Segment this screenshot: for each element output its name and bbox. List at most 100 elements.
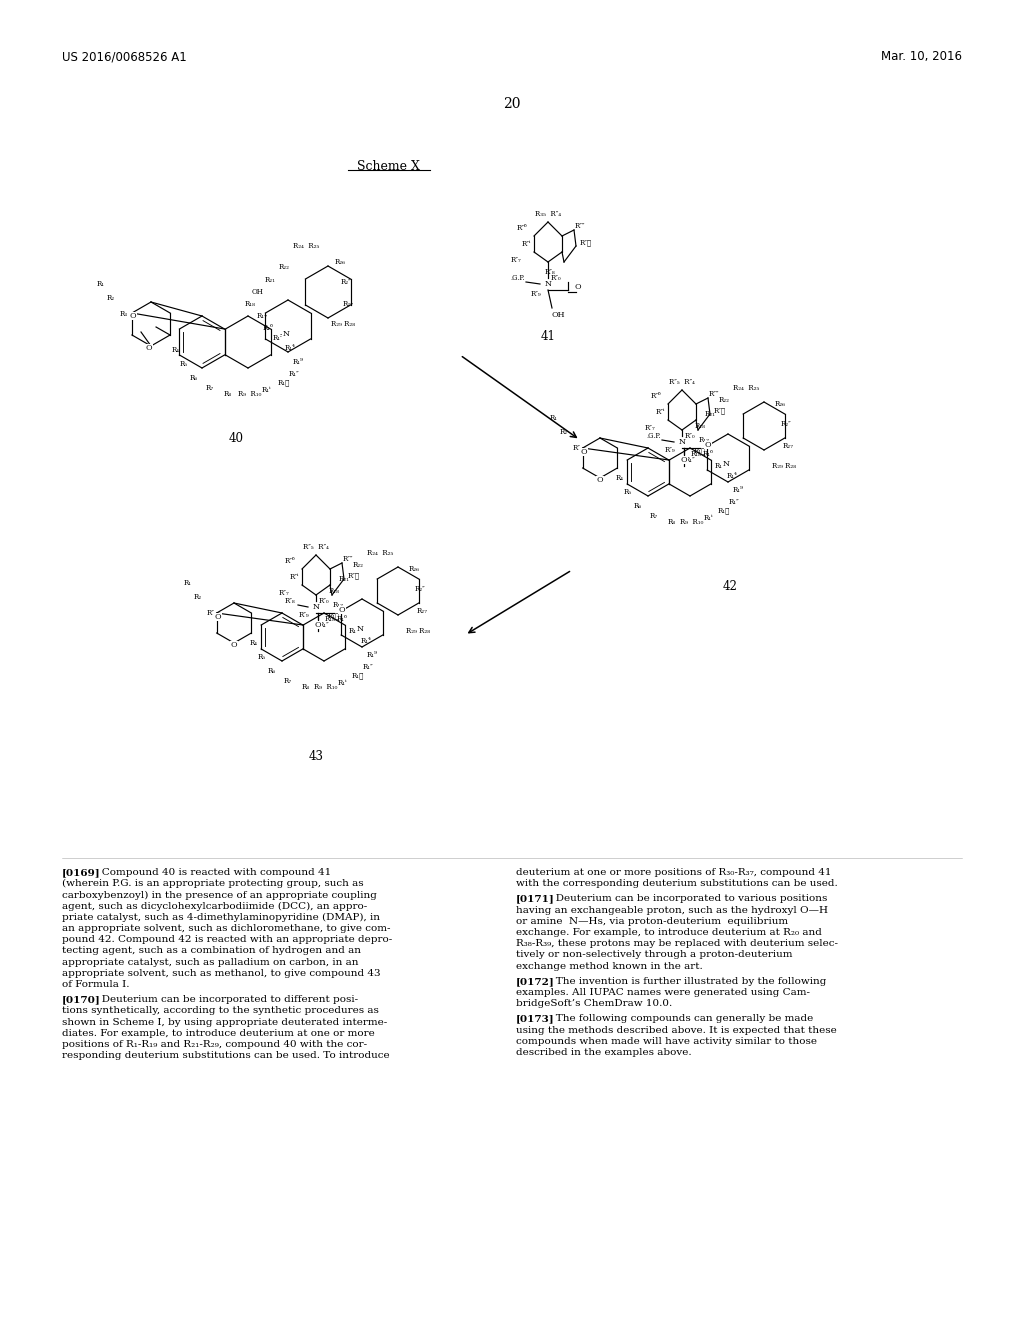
Text: described in the examples above.: described in the examples above.: [516, 1048, 691, 1057]
Text: R₁₇: R₁₇: [256, 312, 267, 319]
Text: deuterium at one or more positions of R₃₀-R₃₇, compound 41: deuterium at one or more positions of R₃…: [516, 869, 831, 876]
Text: R₁⁴: R₁⁴: [727, 473, 737, 480]
Text: R₂₁: R₂₁: [264, 276, 275, 284]
Text: R₅: R₅: [624, 488, 632, 496]
Text: R₈: R₈: [224, 389, 232, 399]
Text: R₁″: R₁″: [362, 663, 374, 671]
Text: appropriate solvent, such as methanol, to give compound 43: appropriate solvent, such as methanol, t…: [62, 969, 381, 978]
Text: R″₀: R″₀: [551, 275, 561, 282]
Text: R₁⁵: R₁⁵: [272, 334, 284, 342]
Text: 43: 43: [308, 750, 324, 763]
Text: O: O: [597, 477, 603, 484]
Text: .G.P.: .G.P.: [511, 275, 525, 282]
Text: N: N: [723, 459, 729, 469]
Text: R₂₇: R₂₇: [782, 442, 794, 450]
Text: R₁₈: R₁₈: [325, 615, 336, 623]
Text: with the corresponding deuterium substitutions can be used.: with the corresponding deuterium substit…: [516, 879, 838, 888]
Text: R₂: R₂: [106, 294, 115, 302]
Text: R₂₉ R₂₈: R₂₉ R₂₈: [772, 462, 796, 470]
Text: R″ⁱ: R″ⁱ: [290, 573, 299, 581]
Text: O: O: [705, 441, 712, 449]
Text: R″₇: R″₇: [645, 424, 655, 432]
Text: R₁⁲: R₁⁲: [278, 378, 290, 385]
Text: [0171]: [0171]: [516, 895, 555, 903]
Text: R₈: R₈: [668, 517, 676, 525]
Text: O: O: [215, 612, 221, 620]
Text: R″⁶: R″⁶: [285, 557, 295, 565]
Text: R″₉: R″₉: [665, 446, 675, 454]
Text: R₁⁲: R₁⁲: [718, 506, 730, 513]
Text: R₄: R₄: [250, 639, 258, 647]
Text: R₉  R₁₀: R₉ R₁₀: [239, 389, 262, 399]
Text: N: N: [283, 330, 290, 338]
Text: (wherein P.G. is an appropriate protecting group, such as: (wherein P.G. is an appropriate protecti…: [62, 879, 364, 888]
Text: O: O: [130, 312, 136, 319]
Text: R₆: R₆: [268, 667, 276, 675]
Text: R₂₁: R₂₁: [705, 411, 716, 418]
Text: R₇: R₇: [206, 384, 214, 392]
Text: exchange. For example, to introduce deuterium at R₂₀ and: exchange. For example, to introduce deut…: [516, 928, 822, 937]
Text: diates. For example, to introduce deuterium at one or more: diates. For example, to introduce deuter…: [62, 1028, 375, 1038]
Text: R″: R″: [207, 609, 215, 616]
Text: R₁⁹: R₁⁹: [293, 358, 303, 366]
Text: R″₈: R″₈: [545, 268, 555, 276]
Text: agent, such as dicyclohexylcarbodiimide (DCC), an appro-: agent, such as dicyclohexylcarbodiimide …: [62, 902, 368, 911]
Text: positions of R₁-R₁₉ and R₂₁-R₂₉, compound 40 with the cor-: positions of R₁-R₁₉ and R₂₁-R₂₉, compoun…: [62, 1040, 368, 1049]
Text: R″₇: R″₇: [279, 589, 290, 597]
Text: tions synthetically, according to the synthetic procedures as: tions synthetically, according to the sy…: [62, 1006, 379, 1015]
Text: [0173]: [0173]: [516, 1014, 555, 1023]
Text: shown in Scheme I, by using appropriate deuterated interme-: shown in Scheme I, by using appropriate …: [62, 1018, 387, 1027]
Text: R₂₇: R₂₇: [342, 300, 353, 308]
Text: R₇: R₇: [284, 677, 292, 685]
Text: Deuterium can be incorporated to different posi-: Deuterium can be incorporated to differe…: [91, 995, 357, 1005]
Text: O: O: [230, 642, 238, 649]
Text: 40: 40: [228, 432, 244, 445]
Text: R₁₈: R₁₈: [690, 450, 701, 458]
Text: R₁₇: R₁₇: [698, 436, 710, 444]
Text: R₆: R₆: [189, 374, 198, 381]
Text: tively or non-selectively through a proton-deuterium: tively or non-selectively through a prot…: [516, 950, 793, 960]
Text: R₈: R₈: [302, 682, 310, 690]
Text: having an exchangeable proton, such as the hydroxyl O—H: having an exchangeable proton, such as t…: [516, 906, 828, 915]
Text: O: O: [574, 282, 582, 290]
Text: R₁₈: R₁₈: [245, 300, 256, 308]
Text: O: O: [339, 606, 345, 614]
Text: .G.P.: .G.P.: [647, 432, 662, 440]
Text: Deuterium can be incorporated to various positions: Deuterium can be incorporated to various…: [546, 895, 827, 903]
Text: R″⁶: R″⁶: [517, 224, 527, 232]
Text: R₂″: R₂″: [415, 585, 425, 593]
Text: OH: OH: [551, 312, 565, 319]
Text: R₂″: R₂″: [780, 420, 792, 428]
Text: R₃₈-R₃₉, these protons may be replaced with deuterium selec-: R₃₈-R₃₉, these protons may be replaced w…: [516, 940, 838, 948]
Text: O: O: [581, 447, 588, 455]
Text: R₁⁹: R₁⁹: [732, 486, 743, 494]
Text: N: N: [545, 280, 552, 288]
Text: R₂₉ R₂₈: R₂₉ R₂₈: [406, 627, 430, 635]
Text: R₁″: R₁″: [685, 455, 695, 465]
Text: [0170]: [0170]: [62, 995, 100, 1005]
Text: R₉  R₁₀: R₉ R₁₀: [314, 682, 338, 690]
Text: R₉  R₁₀: R₉ R₁₀: [680, 517, 703, 525]
Text: [0169]: [0169]: [62, 869, 100, 876]
Text: R₂₄  R₂₅: R₂₄ R₂₅: [293, 242, 319, 249]
Text: R₃₅  R″₄: R₃₅ R″₄: [535, 210, 561, 218]
Text: The invention is further illustrated by the following: The invention is further illustrated by …: [546, 977, 826, 986]
Text: 20: 20: [503, 96, 521, 111]
Text: R″⁲: R″⁲: [580, 238, 592, 246]
Text: [0172]: [0172]: [516, 977, 555, 986]
Text: R₁⁹: R₁⁹: [367, 651, 378, 659]
Text: R₆: R₆: [634, 502, 642, 510]
Text: R″₅  R″₄: R″₅ R″₄: [303, 543, 329, 550]
Text: R₂: R₂: [194, 593, 202, 601]
Text: tecting agent, such as a combination of hydrogen and an: tecting agent, such as a combination of …: [62, 946, 361, 956]
Text: compounds when made will have activity similar to those: compounds when made will have activity s…: [516, 1036, 817, 1045]
Text: R₂₂: R₂₂: [279, 263, 290, 271]
Text: R₁⁶: R₁⁶: [337, 615, 347, 623]
Text: R₁⁴: R₁⁴: [285, 345, 296, 352]
Text: 42: 42: [723, 579, 737, 593]
Text: R″₅  R″₄: R″₅ R″₄: [669, 378, 695, 385]
Text: responding deuterium substitutions can be used. To introduce: responding deuterium substitutions can b…: [62, 1051, 389, 1060]
Text: N: N: [356, 624, 364, 634]
Text: R″ⁱ: R″ⁱ: [655, 408, 665, 416]
Text: R″: R″: [573, 444, 581, 451]
